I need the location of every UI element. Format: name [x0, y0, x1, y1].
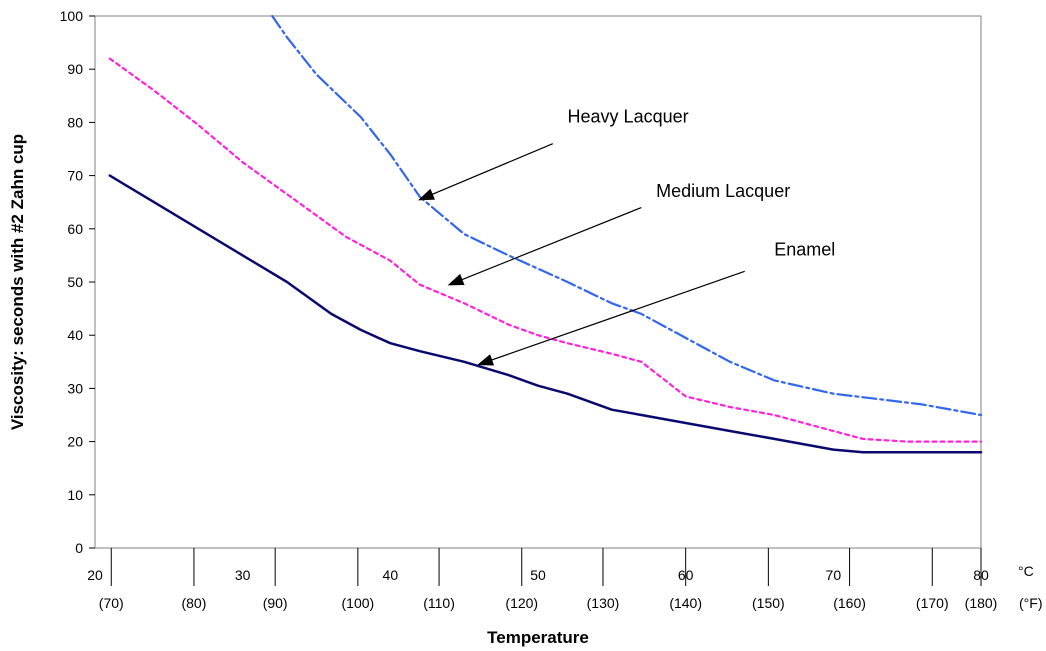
fahrenheit-unit-label: (°F) — [1019, 595, 1042, 611]
fahrenheit-tick-label: (100) — [342, 595, 375, 611]
fahrenheit-tick-label: (150) — [752, 595, 785, 611]
y-tick-label: 100 — [60, 8, 84, 24]
fahrenheit-tick-label: (120) — [505, 595, 538, 611]
annotation-label: Enamel — [774, 239, 835, 259]
y-axis: 0 10 20 30 40 50 60 70 80 90 100 — [60, 8, 95, 556]
celsius-tick-label: 50 — [530, 567, 546, 583]
fahrenheit-tick-label: (80) — [181, 595, 206, 611]
y-tick-label: 0 — [75, 540, 83, 556]
y-tick-label: 50 — [67, 274, 83, 290]
annotation-label: Heavy Lacquer — [568, 106, 689, 126]
fahrenheit-tick-label: (180) — [965, 595, 998, 611]
y-tick-label: 10 — [67, 487, 83, 503]
y-tick-label: 80 — [67, 114, 83, 130]
y-tick-label: 20 — [67, 434, 83, 450]
celsius-tick-label: 70 — [826, 567, 842, 583]
x-axis-title: Temperature — [487, 628, 589, 647]
fahrenheit-tick-label: (110) — [423, 595, 455, 611]
y-axis-title: Viscosity: seconds with #2 Zahn cup — [8, 134, 27, 430]
fahrenheit-tick-label: (140) — [669, 595, 702, 611]
plot-area — [95, 16, 981, 548]
y-tick-label: 90 — [67, 61, 83, 77]
annotation-label: Medium Lacquer — [656, 181, 790, 201]
celsius-unit-label: °C — [1018, 563, 1034, 579]
y-tick-label: 40 — [67, 327, 83, 343]
y-tick-label: 30 — [67, 380, 83, 396]
y-tick-label: 60 — [67, 221, 83, 237]
celsius-tick-label: 20 — [87, 567, 103, 583]
celsius-tick-label: 40 — [383, 567, 399, 583]
fahrenheit-tick-label: (160) — [833, 595, 866, 611]
x-axis: 20 30 40 50 60 70 80(70) (80) (90) (100) (110) (120… — [87, 548, 997, 611]
fahrenheit-tick-label: (130) — [587, 595, 620, 611]
fahrenheit-tick-label: (90) — [263, 595, 288, 611]
y-tick-label: 70 — [67, 168, 83, 184]
fahrenheit-tick-label: (170) — [916, 595, 949, 611]
fahrenheit-tick-label: (70) — [99, 595, 124, 611]
celsius-tick-label: 30 — [235, 567, 251, 583]
